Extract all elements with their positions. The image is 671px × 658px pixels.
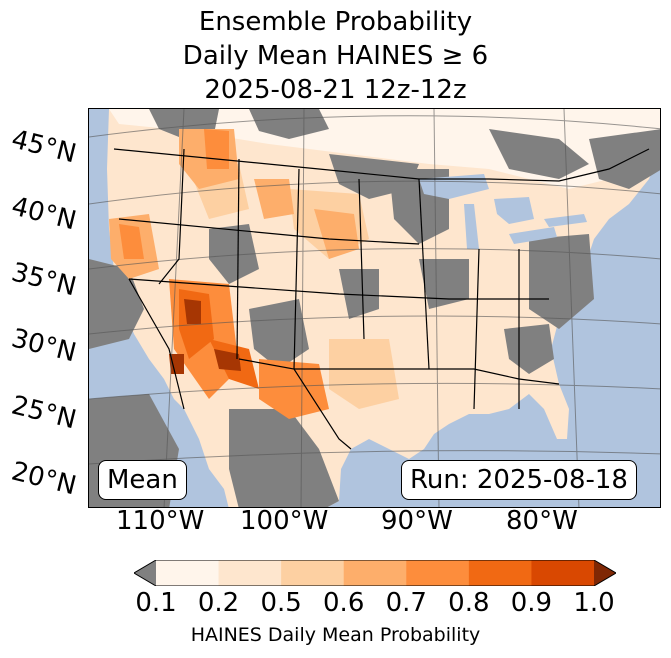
extreme-probability-areas [169,299,241,374]
colorbar-tick-label: 0.7 [385,588,427,618]
colorbar-cell [281,560,345,586]
lat-label-40: 40°N [8,191,80,237]
title-line-1: Ensemble Probability [198,7,473,37]
colorbar-under-arrow [134,560,156,586]
colorbar-cell [156,560,220,586]
run-date-box: Run: 2025-08-18 [401,460,637,500]
lon-label-110: 110°W [116,506,205,536]
lat-label-30: 30°N [8,323,80,369]
lat-label-45: 45°N [8,124,80,170]
colorbar-cell [468,560,532,586]
title-line-3: 2025-08-21 12z-12z [204,75,467,105]
great-lakes [419,174,587,249]
graticule [89,109,660,507]
colorbar-tick-label: 0.1 [135,588,177,618]
colorbar-tick-label: 0.8 [448,588,490,618]
lon-label-100: 100°W [240,506,329,536]
colorbar-tick-label: 0.5 [260,588,302,618]
lat-label-20: 20°N [8,456,80,502]
colorbar-tick-label: 0.9 [510,588,553,618]
mean-box: Mean [98,460,187,500]
state-borders [113,148,650,450]
colorbar-tick-label: 1.0 [573,588,615,618]
colorbar-cell [406,560,470,586]
colorbar-cell [531,560,595,586]
title-line-2: Daily Mean HAINES ≥ 6 [182,41,489,71]
lat-label-35: 35°N [8,257,80,303]
map-svg [89,109,660,507]
colorbar [134,560,616,586]
colorbar-cell [343,560,407,586]
colorbar-tick-label: 0.2 [197,588,240,618]
colorbar-label: HAINES Daily Mean Probability [190,624,481,646]
colorbar-tick-label: 0.6 [323,588,365,618]
lat-label-25: 25°N [8,390,80,436]
colorbar-over-arrow [594,560,616,586]
colorbar-cell [218,560,282,586]
probability-map [88,108,661,508]
lon-label-80: 80°W [506,506,578,536]
lon-label-90: 90°W [381,506,453,536]
